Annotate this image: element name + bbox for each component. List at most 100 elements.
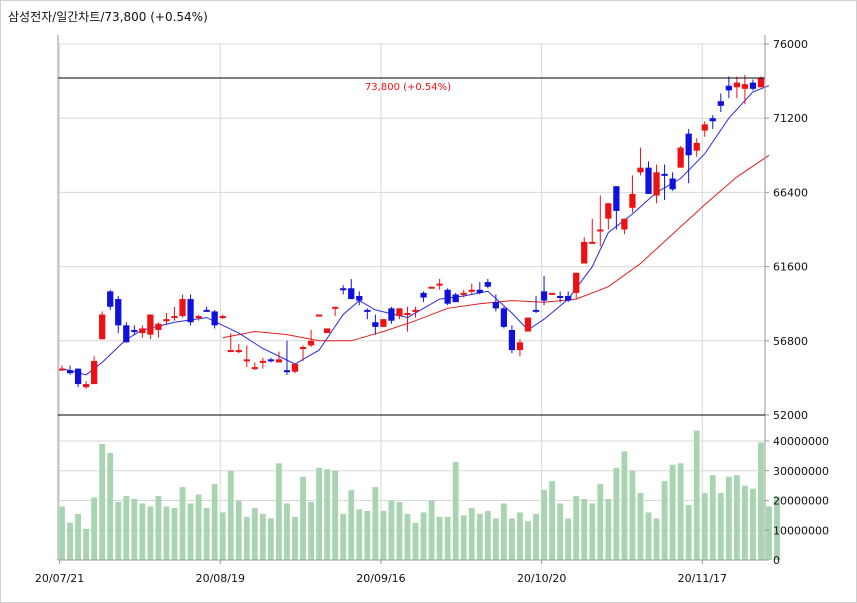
candle-body xyxy=(219,316,226,319)
volume-bar xyxy=(709,475,716,560)
volume-bar xyxy=(292,516,298,560)
candle-body xyxy=(492,302,499,309)
volume-bar xyxy=(99,443,106,560)
candle-body xyxy=(524,317,532,332)
candle-body xyxy=(396,308,403,317)
candle-body xyxy=(123,325,130,343)
candle-body xyxy=(380,319,387,327)
volume-bar xyxy=(509,518,515,560)
candle-body xyxy=(565,295,572,301)
volume-bar xyxy=(428,500,435,560)
volume-bar xyxy=(404,513,411,560)
ma20-line xyxy=(222,154,770,342)
volume-bar xyxy=(468,507,475,560)
plot-frame xyxy=(57,35,766,561)
volume-bar xyxy=(155,496,162,560)
price-axis-tick-label: 66400 xyxy=(773,186,808,199)
volume-bar xyxy=(67,522,73,560)
candle-body xyxy=(171,316,178,319)
price-axis-tick-label: 76000 xyxy=(773,38,808,51)
candle-body xyxy=(444,289,451,304)
candle-body xyxy=(227,350,234,353)
volume-bar xyxy=(452,461,459,560)
volume-bar xyxy=(316,467,323,560)
date-axis-tick-label: 20/07/21 xyxy=(35,572,84,585)
volume-bar xyxy=(147,506,154,560)
volume-axis-tick-label: 40000000 xyxy=(773,435,829,448)
candle-body xyxy=(516,342,524,351)
volume-bar xyxy=(324,469,331,560)
candle-body xyxy=(267,359,275,362)
volume-bar xyxy=(725,476,732,560)
candle-body xyxy=(348,288,355,300)
volume-bar xyxy=(484,510,491,560)
ma5-line xyxy=(61,85,770,376)
price-axis-tick-label: 52000 xyxy=(773,409,808,422)
candle-body xyxy=(291,363,299,372)
volume-bar xyxy=(75,513,81,560)
candle-body xyxy=(532,309,540,312)
price-axis-tick-label: 71200 xyxy=(773,112,808,125)
candle-body xyxy=(187,299,194,323)
volume-bar xyxy=(653,518,660,560)
candle-body xyxy=(500,308,508,327)
candle-body xyxy=(709,118,716,122)
price-axis-tick-label: 61600 xyxy=(773,261,808,274)
candle-body xyxy=(91,360,98,385)
volume-bar xyxy=(340,513,347,560)
candle-body xyxy=(74,368,82,385)
volume-bar xyxy=(766,506,772,560)
reference-price: 73,800 (+0.54%) xyxy=(58,77,765,93)
volume-bar xyxy=(300,476,306,560)
candle-body xyxy=(693,142,700,151)
candle-body xyxy=(147,314,154,335)
candle-body xyxy=(195,316,202,319)
volume-bar xyxy=(251,507,258,560)
candle-body xyxy=(581,241,588,264)
candle-body xyxy=(428,286,435,289)
candle-body xyxy=(452,294,459,303)
volume-bar xyxy=(460,515,467,560)
candle-body xyxy=(155,323,162,330)
candle-body xyxy=(669,178,676,190)
volume-bar xyxy=(581,499,588,560)
candle-body xyxy=(629,193,636,208)
volume-bar xyxy=(380,510,387,560)
candle-body xyxy=(741,84,749,89)
candle-body xyxy=(548,292,556,295)
volume-bar xyxy=(533,513,539,560)
volume-bar xyxy=(549,481,555,560)
volume-bar xyxy=(195,494,202,560)
volume-bar xyxy=(420,512,427,560)
axis-labels: 76000 71200 66400 61600 56800 52000 40000000 30… xyxy=(35,38,829,585)
candle-body xyxy=(251,367,258,370)
candle-body xyxy=(139,328,146,334)
candle-body xyxy=(203,309,210,312)
volume-bar xyxy=(444,516,451,560)
candle-body xyxy=(468,289,475,292)
volume-bars xyxy=(59,430,780,560)
volume-bar xyxy=(517,512,523,560)
volume-bar xyxy=(276,463,282,560)
volume-bar xyxy=(621,451,628,560)
candle-body xyxy=(243,359,250,362)
volume-bar xyxy=(557,503,564,560)
volume-bar xyxy=(203,507,210,560)
candle-body xyxy=(307,340,315,346)
volume-bar xyxy=(701,493,708,560)
candle-body xyxy=(131,329,138,332)
candle-body xyxy=(211,311,218,326)
volume-bar xyxy=(605,499,612,560)
volume-bar xyxy=(59,506,65,560)
chart-title: 삼성전자/일간차트/73,800 (+0.54%) xyxy=(8,10,208,24)
volume-bar xyxy=(717,493,724,560)
candle-body xyxy=(163,319,170,322)
candle-body xyxy=(332,306,339,309)
candle-body xyxy=(364,309,371,312)
ma5-series-line xyxy=(61,85,770,376)
volume-bar xyxy=(227,470,234,560)
candle-body xyxy=(235,350,242,353)
volume-bar xyxy=(436,516,443,560)
volume-bar xyxy=(243,516,250,560)
